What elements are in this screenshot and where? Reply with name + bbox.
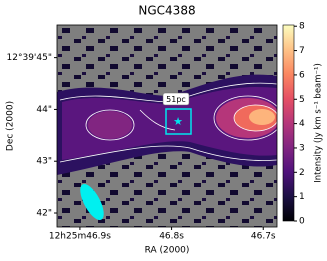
colorbar-tick-label: 2 (299, 168, 305, 178)
y-tick-label: 12°39'45" (7, 53, 52, 63)
y-tick-label: 44" (36, 105, 52, 115)
emission-knot (88, 111, 132, 139)
star-marker: ★ (173, 115, 183, 128)
colorbar-tick-label: 8 (299, 22, 305, 32)
colorbar-label: Intensity (Jy km s⁻¹ beam⁻¹) (314, 63, 324, 183)
annotation: 51pc (166, 95, 186, 104)
emission-peak (249, 109, 275, 125)
colorbar-tick-label: 0 (299, 217, 305, 227)
y-tick-label: 43" (36, 157, 52, 167)
x-tick-label: 46.7s (251, 232, 276, 242)
colorbar-tick-label: 7 (299, 46, 305, 56)
x-tick-label: 12h25m46.9s (49, 232, 111, 242)
plot-frame (56, 24, 278, 228)
x-tick-label: 46.8s (159, 232, 184, 242)
colorbar (282, 24, 295, 222)
zoom-box (165, 108, 192, 135)
colorbar-tick-label: 6 (299, 70, 305, 80)
chart-title: NGC4388 (138, 4, 195, 18)
annotation-box (162, 92, 190, 106)
beam (80, 183, 104, 221)
colorbar-tick-label: 4 (299, 119, 305, 129)
colorbar-tick-label: 5 (299, 95, 305, 105)
colorbar-tick-label: 1 (299, 192, 305, 202)
emission-mid (62, 86, 277, 160)
y-tick-label: 42" (36, 209, 52, 219)
map: ★ (57, 25, 277, 227)
x-axis-label: RA (2000) (145, 246, 190, 256)
y-axis-label: Dec (2000) (6, 101, 16, 151)
colorbar-tick-label: 3 (299, 143, 305, 153)
